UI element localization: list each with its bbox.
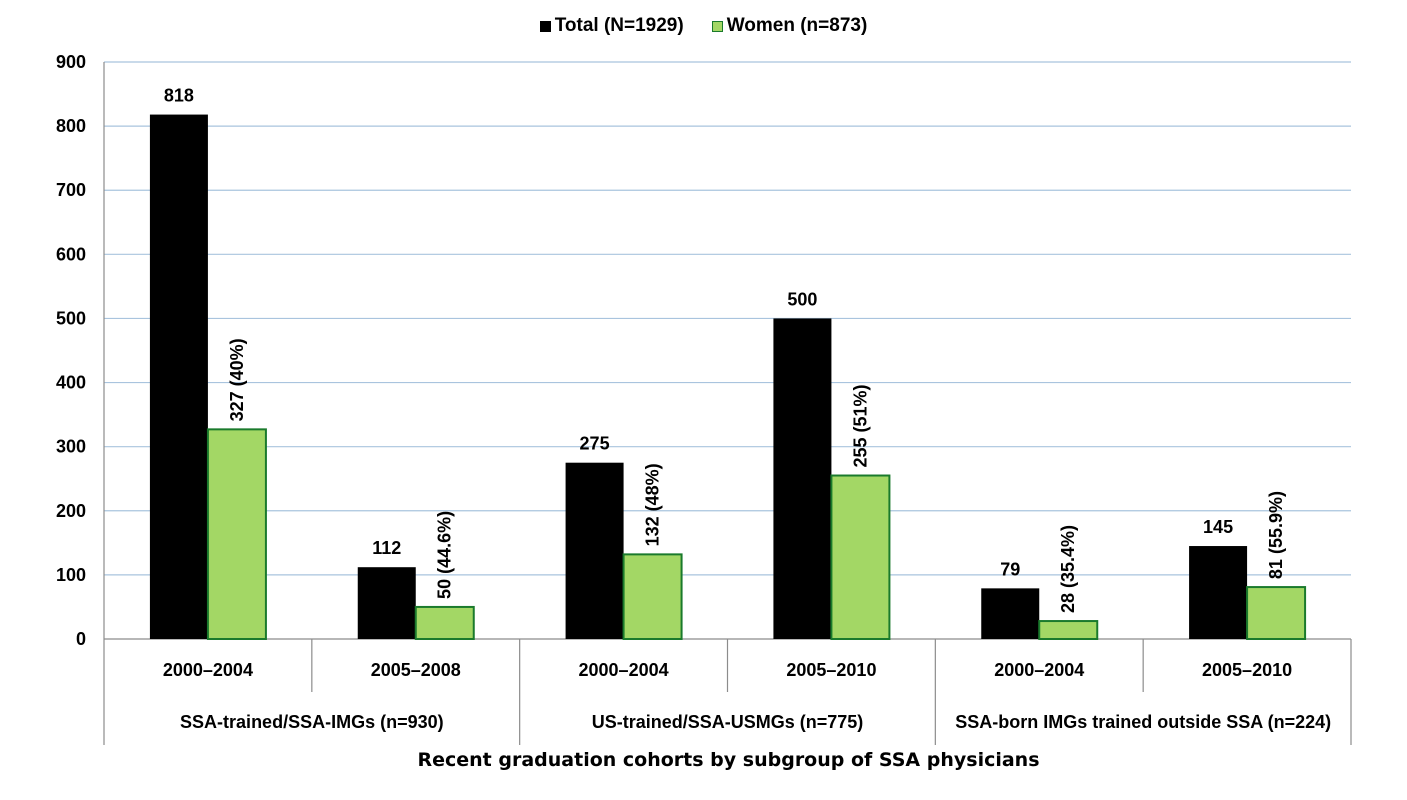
x-tick-label: 2005–2010 <box>1202 660 1292 680</box>
bar-total <box>1189 546 1248 639</box>
data-label-women: 255 (51%) <box>850 384 870 467</box>
data-label-total: 112 <box>372 538 401 558</box>
x-tick-label: 2000–2004 <box>579 660 669 680</box>
legend-swatch-total <box>539 20 551 32</box>
y-tick-label: 500 <box>56 308 86 328</box>
bar-total <box>981 588 1040 639</box>
data-label-total: 275 <box>580 434 610 454</box>
y-tick-label: 200 <box>56 501 86 521</box>
y-tick-label: 600 <box>56 244 86 264</box>
x-tick-label: 2005–2008 <box>371 660 461 680</box>
data-label-total: 818 <box>164 86 194 106</box>
group-label: SSA-born IMGs trained outside SSA (n=224… <box>955 712 1331 732</box>
y-tick-label: 100 <box>56 565 86 585</box>
y-tick-label: 700 <box>56 180 86 200</box>
data-label-total: 79 <box>1000 559 1020 579</box>
legend-label-total: Total (N=1929) <box>554 15 684 36</box>
data-label-women: 132 (48%) <box>643 463 663 546</box>
y-tick-label: 0 <box>76 629 86 649</box>
x-tick-label: 2005–2010 <box>786 660 876 680</box>
data-label-women: 327 (40%) <box>227 338 247 421</box>
x-tick-label: 2000–2004 <box>994 660 1084 680</box>
data-label-total: 145 <box>1203 517 1233 537</box>
legend-swatch-women <box>711 20 723 32</box>
legend-item-women: Women (n=873) <box>711 15 868 37</box>
bar-women <box>414 605 475 641</box>
data-label-women: 28 (35.4%) <box>1058 525 1078 613</box>
bar-total <box>357 567 416 639</box>
legend-item-total: Total (N=1929) <box>539 15 684 37</box>
data-label-women: 81 (55.9%) <box>1266 491 1286 579</box>
group-label: SSA-trained/SSA-IMGs (n=930) <box>180 712 444 732</box>
group-label: US-trained/SSA-USMGs (n=775) <box>592 712 864 732</box>
y-tick-label: 800 <box>56 116 86 136</box>
bar-total <box>773 318 832 639</box>
bar-women <box>1038 620 1099 640</box>
y-tick-label: 900 <box>56 52 86 72</box>
chart-legend: Total (N=1929) Women (n=873) <box>0 15 1407 37</box>
x-axis-title: Recent graduation cohorts by subgroup of… <box>417 749 1040 771</box>
y-tick-label: 300 <box>56 437 86 457</box>
data-label-total: 500 <box>787 289 817 309</box>
bar-women <box>622 553 683 641</box>
data-label-women: 50 (44.6%) <box>435 511 455 599</box>
bar-women <box>830 474 891 640</box>
bar-total <box>565 462 624 639</box>
x-tick-label: 2000–2004 <box>163 660 253 680</box>
legend-label-women: Women (n=873) <box>726 15 868 36</box>
bar-women <box>1246 586 1307 641</box>
y-tick-label: 400 <box>56 373 86 393</box>
bar-total <box>149 114 208 640</box>
bar-women <box>206 428 267 640</box>
